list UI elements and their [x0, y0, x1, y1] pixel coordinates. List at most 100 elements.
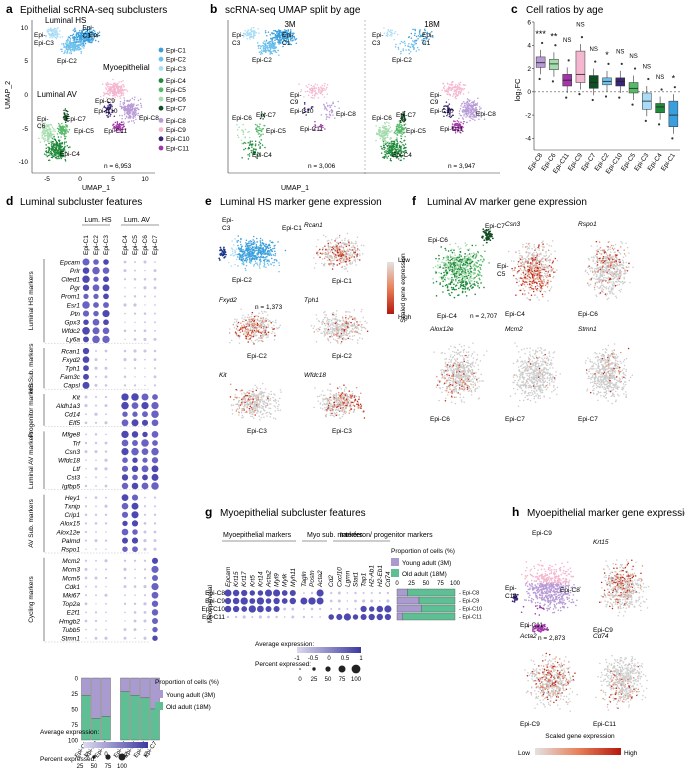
feature-point	[267, 323, 269, 326]
cluster-label: Epi-C6	[372, 115, 392, 122]
cluster-label: Epi-	[232, 32, 244, 39]
feature-point	[355, 253, 357, 256]
umap-point	[383, 132, 386, 135]
feature-point	[336, 245, 338, 247]
umap-point	[403, 139, 406, 142]
panel-b-xlabel: UMAP_1	[281, 185, 309, 192]
umap-point	[46, 130, 49, 132]
umap-point	[79, 32, 82, 35]
umap-point	[65, 132, 67, 135]
feature-point	[334, 257, 336, 260]
panel-a-umap-points: Epi-C1Epi-C6Epi-C7Epi-C5Epi-C4Epi-C9Epi-…	[37, 24, 159, 162]
feature-point	[340, 252, 343, 255]
feature-point	[256, 319, 258, 321]
prop-young-bar	[140, 677, 150, 699]
dot-d-mark	[133, 619, 137, 623]
umap-point	[264, 146, 266, 149]
umap-point	[106, 90, 109, 92]
umap-point	[122, 103, 125, 106]
umap-point	[54, 30, 56, 32]
dot-d-mark	[84, 450, 88, 454]
umap-point	[328, 110, 331, 113]
dot-d-mark	[133, 349, 137, 353]
umap-point	[462, 93, 465, 95]
feature-point	[240, 247, 242, 250]
box-Epi-C7	[588, 75, 599, 89]
umap-point	[258, 126, 260, 128]
feature-point	[330, 256, 332, 259]
dot-d-mark	[121, 511, 129, 518]
umap-point	[54, 31, 56, 34]
feature-point	[245, 261, 248, 263]
feature-point	[274, 321, 277, 324]
feature-point	[346, 250, 349, 253]
umap-point	[383, 134, 386, 136]
dot-d-col-label: Epi-C4	[122, 235, 129, 255]
umap-point	[107, 93, 110, 96]
feature-point	[263, 261, 266, 263]
umap-point	[325, 108, 328, 110]
dot-d-mark	[84, 505, 88, 508]
dot-d-mark	[123, 349, 127, 353]
cluster-label: C3	[372, 40, 381, 47]
umap-point	[65, 42, 67, 45]
dot-d-mark	[95, 505, 97, 508]
umap-point	[81, 44, 83, 46]
panel-c-title: Cell ratios by age	[526, 5, 604, 16]
umap-point	[242, 131, 245, 134]
feature-point	[354, 251, 356, 254]
umap-point	[405, 49, 407, 51]
umap-point	[76, 36, 78, 38]
feature-point	[255, 327, 257, 330]
dot-d-mark	[102, 327, 110, 335]
dot-d-mark	[104, 404, 108, 408]
umap-point	[456, 88, 459, 91]
pct-tick: 100	[117, 764, 128, 770]
dot-d-mark	[94, 395, 98, 399]
feature-point	[345, 263, 348, 265]
umap-point	[452, 86, 454, 88]
cluster-label-c2: Epi-C2	[57, 58, 77, 65]
feature-point	[246, 244, 249, 247]
dot-d-mark	[133, 329, 137, 332]
feature-point	[272, 254, 275, 256]
umap-point	[89, 41, 92, 44]
dot-d-mark	[151, 447, 159, 456]
umap-point	[399, 147, 402, 149]
umap-point	[128, 103, 130, 106]
dot-d-mark	[144, 384, 146, 387]
umap-point	[56, 149, 59, 152]
umap-point	[55, 146, 58, 149]
panel-c-ylabel: log₂FC	[513, 78, 522, 102]
umap-point	[48, 136, 51, 138]
umap-point	[240, 139, 243, 142]
feature-point	[264, 326, 266, 329]
umap-point	[393, 38, 395, 41]
umap-point	[274, 43, 276, 45]
feature-point	[265, 336, 268, 339]
box-Epi-C10	[615, 77, 626, 87]
panel-d-pct-expr: Percent expressed:	[40, 756, 96, 763]
feature-point	[338, 234, 341, 237]
dot-d-mark	[141, 401, 149, 410]
umap-point	[45, 127, 47, 130]
legend-dot	[158, 127, 164, 132]
umap-point	[258, 135, 261, 138]
feature-point	[248, 316, 251, 318]
feature-point	[244, 259, 247, 262]
umap-point	[390, 147, 392, 149]
umap-point	[456, 120, 459, 122]
umap-point	[262, 127, 265, 130]
dot-d-mark	[82, 267, 90, 274]
umap-point	[50, 140, 52, 142]
feature-point	[352, 252, 355, 255]
dot-d-mark	[144, 321, 146, 324]
feature-point	[256, 263, 259, 266]
umap-point	[249, 143, 251, 145]
umap-point	[59, 129, 62, 131]
umap-point	[122, 121, 125, 123]
gene-label: Mcm3	[62, 567, 80, 574]
umap-point	[386, 152, 388, 155]
umap-point	[117, 86, 120, 89]
prop-old-bar	[120, 691, 130, 741]
